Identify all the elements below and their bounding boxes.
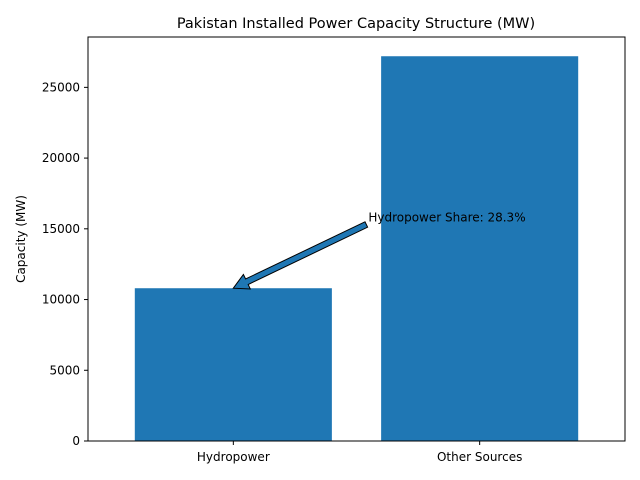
axes-layer: 0 5000 10000 15000 20000 25000 Hydropower Other… — [42, 36, 626, 464]
bar-other-sources — [381, 56, 579, 441]
y-tick-label: 5000 — [49, 363, 80, 377]
y-axis-label: Capacity (MW) — [14, 195, 28, 283]
y-tick-label: 20000 — [42, 151, 80, 165]
annotation-label: Hydropower Share: 28.3% — [368, 210, 525, 224]
annotation-arrow — [232, 221, 369, 290]
y-tick-label: 15000 — [42, 222, 80, 236]
y-tick-label: 25000 — [42, 80, 80, 94]
x-tick-label: Hydropower — [197, 450, 270, 464]
y-tick-label: 10000 — [42, 293, 80, 307]
bars-layer — [134, 56, 579, 441]
x-tick-label: Other Sources — [437, 450, 522, 464]
annotation-layer: Hydropower Share: 28.3% — [232, 210, 526, 290]
y-tick-label: 0 — [72, 434, 80, 448]
bar-hydropower — [134, 288, 332, 441]
chart-title: Pakistan Installed Power Capacity Struct… — [177, 16, 535, 32]
plot-frame — [87, 36, 626, 442]
